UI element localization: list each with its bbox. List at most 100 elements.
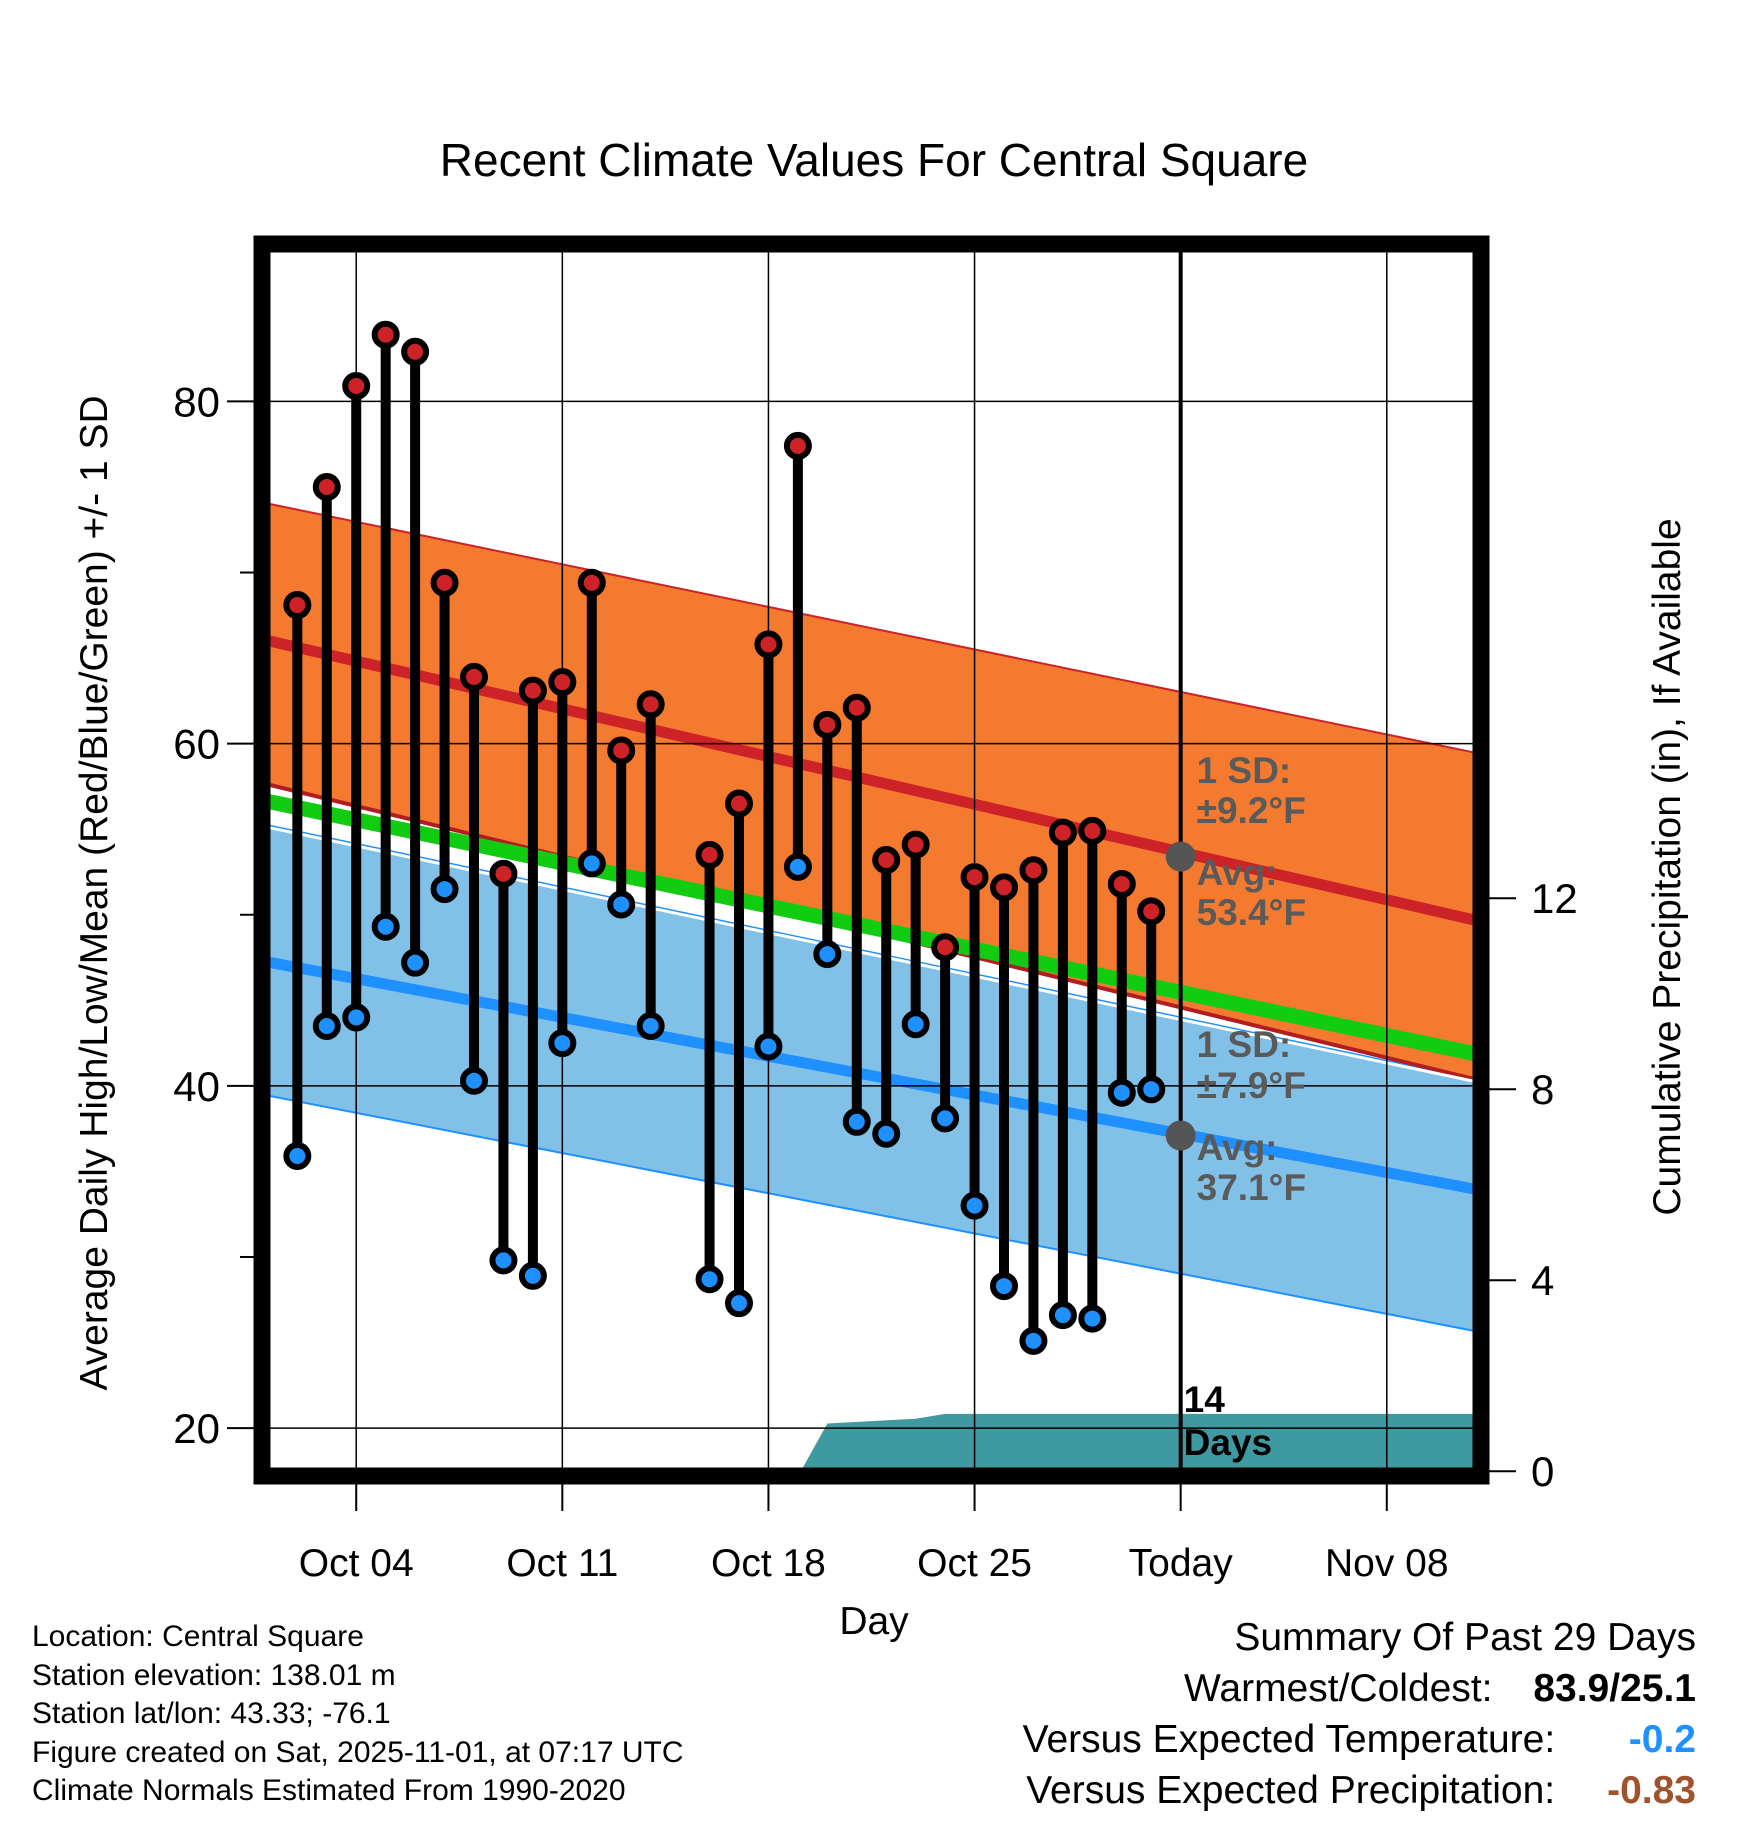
x-tick-label: Oct 11 (506, 1542, 618, 1585)
y-tick-label: 40 (173, 1063, 220, 1110)
high-temp-point (1137, 897, 1166, 926)
low-temp-point (636, 1011, 665, 1040)
low-temp-point (1107, 1078, 1136, 1107)
high-temp-point (931, 933, 960, 962)
low-temp-point (901, 1010, 930, 1039)
low-temp-point (695, 1265, 724, 1294)
low-temp-point (371, 912, 400, 941)
low-temp-point (754, 1032, 783, 1061)
days-word: Days (1184, 1422, 1272, 1463)
high-temp-point (636, 690, 665, 719)
high-temp-point (518, 676, 547, 705)
low-temp-point (842, 1107, 871, 1136)
low-band-upper-edge (261, 824, 1482, 1085)
high-temp-point (754, 630, 783, 659)
x-tick-label: Oct 04 (299, 1542, 414, 1585)
axis-ticks: 20 40 60 80 0 4 8 12 Oct 04 Oct 11 Oct 18 Oct 25 Tod… (173, 378, 1577, 1585)
daily-mean-line (260, 792, 1483, 1063)
low-temp-point (312, 1011, 341, 1040)
y2-tick-label: 4 (1531, 1257, 1554, 1304)
y2-tick-label: 8 (1531, 1066, 1554, 1113)
high-temp-point (990, 873, 1018, 902)
y2-axis-label: Cumulative Precipitation (in), If Availa… (1646, 518, 1689, 1215)
low-temp-point (577, 849, 606, 878)
high-temp-point (1048, 818, 1077, 847)
temp-departure-label: Versus Expected Temperature: (1022, 1718, 1556, 1761)
low-avg-today-marker (1165, 1120, 1196, 1151)
low-temp-point (990, 1272, 1018, 1301)
precip-departure-label: Versus Expected Precipitation: (1026, 1769, 1556, 1812)
high-avg-value: 53.4°F (1197, 892, 1306, 933)
high-temp-point (1107, 869, 1136, 898)
chart-title: Recent Climate Values For Central Square (440, 134, 1308, 186)
y2-tick-label: 0 (1531, 1448, 1554, 1495)
high-temp-point (783, 431, 812, 460)
high-temp-point (283, 591, 312, 620)
y-tick-label: 20 (173, 1405, 220, 1452)
high-temp-point (695, 840, 724, 869)
precip-area (800, 1413, 1481, 1476)
high-temp-point (901, 830, 930, 859)
high-temp-point (342, 372, 371, 401)
low-avg-label: Avg: (1197, 1127, 1278, 1168)
low-temp-point (607, 890, 636, 919)
temp-departure-value: -0.2 (1628, 1718, 1696, 1761)
high-temp-point (725, 789, 753, 818)
high-temp-point (430, 568, 459, 597)
low-temp-point (460, 1066, 488, 1095)
high-avg-today-marker (1165, 841, 1196, 872)
grid-lines (262, 244, 1481, 1476)
low-temp-point (783, 852, 812, 881)
high-temp-point (371, 320, 400, 349)
x-axis-label: Day (839, 1600, 909, 1643)
x-tick-label: Today (1129, 1542, 1234, 1585)
x-tick-label: Nov 08 (1325, 1542, 1449, 1585)
plot-border (253, 235, 1490, 1485)
high-temp-point (489, 859, 518, 888)
summary-title: Summary Of Past 29 Days (1234, 1616, 1696, 1659)
low-temp-point (548, 1029, 577, 1058)
high-temp-point (460, 662, 488, 691)
high-temp-point (842, 693, 871, 722)
normals-text: Climate Normals Estimated From 1990-2020 (32, 1774, 626, 1807)
low-temp-point (813, 940, 842, 969)
high-temp-point (312, 472, 341, 501)
low-sd-label: 1 SD: (1197, 1024, 1292, 1065)
summary-precip: Versus Expected Precipitation: -0.83 (1023, 1765, 1696, 1816)
elevation-text: Station elevation: 138.01 m (32, 1658, 396, 1692)
summary-warm-cold: Warmest/Coldest: 83.9/25.1 (1023, 1663, 1696, 1714)
low-temp-point (1137, 1075, 1166, 1104)
low-temp-point (401, 948, 430, 977)
warm-cold-value: 83.9/25.1 (1533, 1667, 1696, 1710)
high-sd-label: 1 SD: (1197, 750, 1292, 791)
high-temp-point (607, 736, 636, 765)
low-avg-value: 37.1°F (1197, 1167, 1306, 1208)
high-temp-point (872, 846, 901, 874)
high-temp-point (1019, 856, 1048, 885)
summary-panel: Summary Of Past 29 Days Warmest/Coldest:… (1023, 1612, 1696, 1816)
high-sd-value: ±9.2°F (1197, 790, 1306, 831)
low-temp-point (430, 875, 459, 904)
high-avg-label: Avg: (1197, 852, 1278, 893)
high-temp-point (401, 337, 430, 366)
plot-frame (253, 235, 1490, 1485)
x-tick-label: Oct 18 (711, 1542, 826, 1585)
low-temp-point (283, 1142, 312, 1171)
low-temp-point (725, 1289, 753, 1318)
y-tick-label: 80 (173, 378, 220, 425)
low-temp-point (342, 1003, 371, 1032)
summary-temp: Versus Expected Temperature: -0.2 (1023, 1714, 1696, 1765)
high-temp-point (1078, 816, 1107, 845)
x-tick-label: Oct 25 (917, 1542, 1032, 1585)
high-temp-point (813, 710, 842, 739)
low-temp-point (1019, 1326, 1048, 1355)
low-sd-value: ±7.9°F (1197, 1065, 1306, 1106)
low-temp-point (1078, 1304, 1107, 1333)
days-count: 14 (1184, 1379, 1226, 1420)
low-temp-point (489, 1246, 518, 1275)
y-tick-label: 60 (173, 721, 220, 768)
daily-range-bars (292, 334, 1157, 1341)
high-temp-point (548, 668, 577, 697)
